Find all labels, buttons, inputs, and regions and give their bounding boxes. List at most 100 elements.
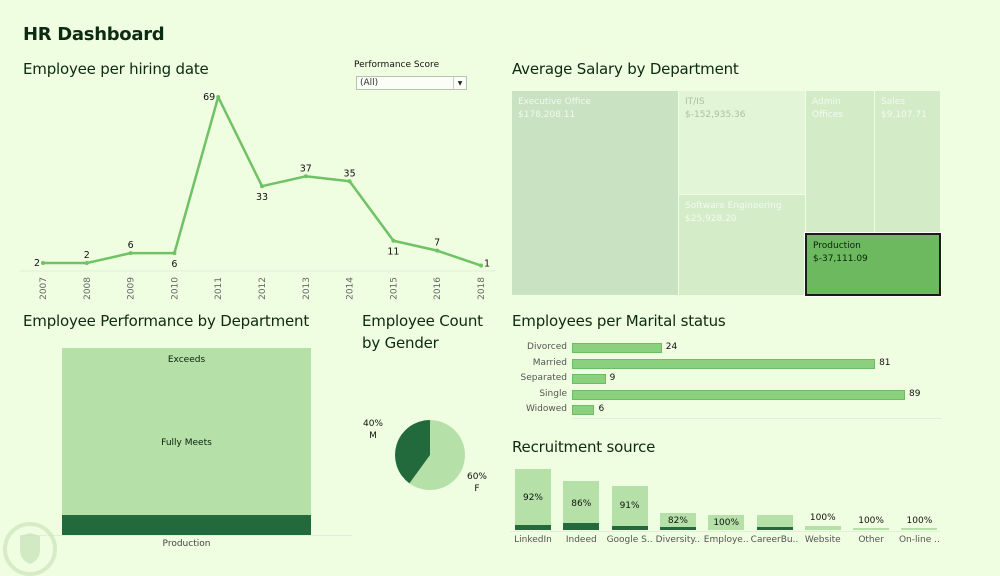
hiring-chart-title: Employee per hiring date xyxy=(23,60,209,78)
recruitment-bar-light[interactable] xyxy=(563,481,600,524)
hiring-data-point[interactable] xyxy=(391,238,396,243)
treemap-cell-software-engineering[interactable]: Software Engineering $25,928.20 xyxy=(679,195,805,295)
treemap-cell-value: $25,928.20 xyxy=(685,214,737,224)
hiring-data-point[interactable] xyxy=(128,251,133,256)
pie-slice-m[interactable] xyxy=(395,420,430,484)
treemap-cell-value: $-152,935.36 xyxy=(685,110,746,120)
treemap-cell-value: $178,208.11 xyxy=(518,110,576,120)
treemap-cell-name: Sales xyxy=(881,97,905,107)
dropdown-arrow-icon[interactable]: ▼ xyxy=(453,77,466,89)
x-tick-label: 2014 xyxy=(346,277,356,300)
marital-category-label: Separated xyxy=(520,373,567,383)
x-tick-label: 2009 xyxy=(127,277,137,300)
performance-label-fully-meets: Fully Meets xyxy=(161,438,212,448)
recruitment-percent-label: 92% xyxy=(522,492,543,503)
recruitment-percent-label: 100% xyxy=(809,513,836,523)
hiring-data-point[interactable] xyxy=(84,261,89,266)
treemap-cell-executive-office[interactable]: Executive Office $178,208.11 xyxy=(512,91,678,295)
gender-chart-title-line1: Employee Count xyxy=(362,312,483,330)
recruitment-percent-label: 100% xyxy=(858,516,884,526)
recruitment-category-label: Indeed xyxy=(565,535,597,545)
hiring-data-point[interactable] xyxy=(347,179,352,184)
recruitment-bar-dark[interactable] xyxy=(611,526,648,530)
hiring-data-point[interactable] xyxy=(172,251,177,256)
marital-category-label: Divorced xyxy=(527,342,567,352)
marital-value-label: 24 xyxy=(665,342,678,352)
performance-score-dropdown[interactable]: (All) ▼ xyxy=(356,76,467,90)
x-tick-label: 2012 xyxy=(258,277,268,300)
hiring-data-point[interactable] xyxy=(303,174,308,179)
recruitment-bar-dark[interactable] xyxy=(515,525,551,530)
hiring-data-point[interactable] xyxy=(41,261,45,266)
recruitment-category-label: Employe.. xyxy=(703,535,749,545)
hiring-data-label: 6 xyxy=(171,259,177,270)
hiring-data-label: 2 xyxy=(34,258,40,269)
recruitment-category-label: Diversity.. xyxy=(655,535,701,545)
recruitment-percent-label: 100% xyxy=(906,516,933,526)
recruitment-category-label: Other xyxy=(858,535,884,545)
recruitment-bar-dark[interactable] xyxy=(756,527,793,530)
performance-score-filter-label: Performance Score xyxy=(354,60,440,70)
recruitment-bar-light[interactable] xyxy=(853,528,890,530)
hiring-data-point[interactable] xyxy=(479,263,483,268)
marital-bar[interactable] xyxy=(572,405,595,415)
hiring-data-point[interactable] xyxy=(435,248,440,253)
hiring-line-chart: 2 2007 2 2008 6 2009 6 2010 69 2011 33 2012 37 2013 35… xyxy=(20,92,495,300)
recruitment-category-label: On-line .. xyxy=(898,535,940,545)
marital-bar[interactable] xyxy=(572,358,876,369)
marital-value-label: 6 xyxy=(598,404,605,414)
recruitment-bar-dark[interactable] xyxy=(563,523,600,530)
marital-category-label: Single xyxy=(539,388,567,399)
pie-label-m-percent: 40% xyxy=(363,419,383,429)
treemap-cell-production[interactable]: Production $-37,111.09 xyxy=(804,232,942,297)
hiring-data-point[interactable] xyxy=(216,95,221,99)
x-tick-label: 2010 xyxy=(170,277,180,300)
recruitment-bar-light[interactable] xyxy=(756,515,793,527)
hiring-data-point[interactable] xyxy=(260,184,264,189)
pie-slice-f[interactable] xyxy=(409,420,465,490)
recruitment-category-label: Google S.. xyxy=(606,535,653,545)
gender-chart-title-line2: by Gender xyxy=(362,334,439,352)
hiring-data-label: 7 xyxy=(434,238,440,249)
recruitment-category-label: LinkedIn xyxy=(514,535,552,545)
recruitment-bar-dark[interactable] xyxy=(659,526,696,530)
recruitment-bar-light[interactable] xyxy=(659,513,696,527)
performance-score-value: (All) xyxy=(360,78,379,88)
recruitment-category-label: Website xyxy=(804,535,841,545)
pie-label-f-percent: 60% xyxy=(467,472,487,482)
x-tick-label: 2007 xyxy=(39,277,49,300)
recruitment-percent-label: 91% xyxy=(619,501,640,511)
performance-segment-fully-meets[interactable] xyxy=(62,348,311,515)
pie-label-m: M xyxy=(369,431,377,441)
recruitment-percent-label: 100% xyxy=(713,518,740,528)
recruitment-bar-light[interactable] xyxy=(708,515,745,530)
performance-chart-title: Employee Performance by Department xyxy=(23,312,310,330)
marital-value-label: 89 xyxy=(909,388,921,399)
treemap-cell-it-is[interactable]: IT/IS $-152,935.36 xyxy=(679,91,805,194)
marital-bar[interactable] xyxy=(572,343,662,353)
treemap-cell-admin-offices[interactable]: Admin Offices xyxy=(806,91,874,232)
recruitment-bar-light[interactable] xyxy=(901,528,938,530)
recruitment-percent-label: 86% xyxy=(571,498,592,509)
x-tick-label: 2013 xyxy=(302,277,312,300)
hiring-data-label: 2 xyxy=(84,250,90,261)
x-tick-label: 2011 xyxy=(214,277,224,300)
treemap-cell-value: $-37,111.09 xyxy=(813,254,868,264)
performance-segment-other[interactable] xyxy=(62,515,311,535)
recruitment-bar-light[interactable] xyxy=(611,486,648,527)
treemap-cell-name: Executive Office xyxy=(518,97,591,107)
marital-value-label: 81 xyxy=(879,357,891,368)
hiring-data-label: 11 xyxy=(387,247,399,258)
gender-pie-chart: 40% M 60% F xyxy=(363,419,487,494)
treemap-cell-sales[interactable]: Sales $9,107.71 xyxy=(875,91,940,232)
x-tick-label: 2018 xyxy=(477,277,487,300)
marital-category-label: Widowed xyxy=(525,404,567,414)
marital-chart-title: Employees per Marital status xyxy=(512,312,726,330)
recruitment-bar-light[interactable] xyxy=(804,526,841,530)
recruitment-bar-light[interactable] xyxy=(515,469,551,526)
marital-bar[interactable] xyxy=(572,389,905,400)
hiring-data-label: 1 xyxy=(484,259,490,270)
dashboard-title: HR Dashboard xyxy=(23,24,165,45)
treemap-cell-name: Admin Offices xyxy=(812,97,843,120)
marital-bar[interactable] xyxy=(572,374,606,384)
